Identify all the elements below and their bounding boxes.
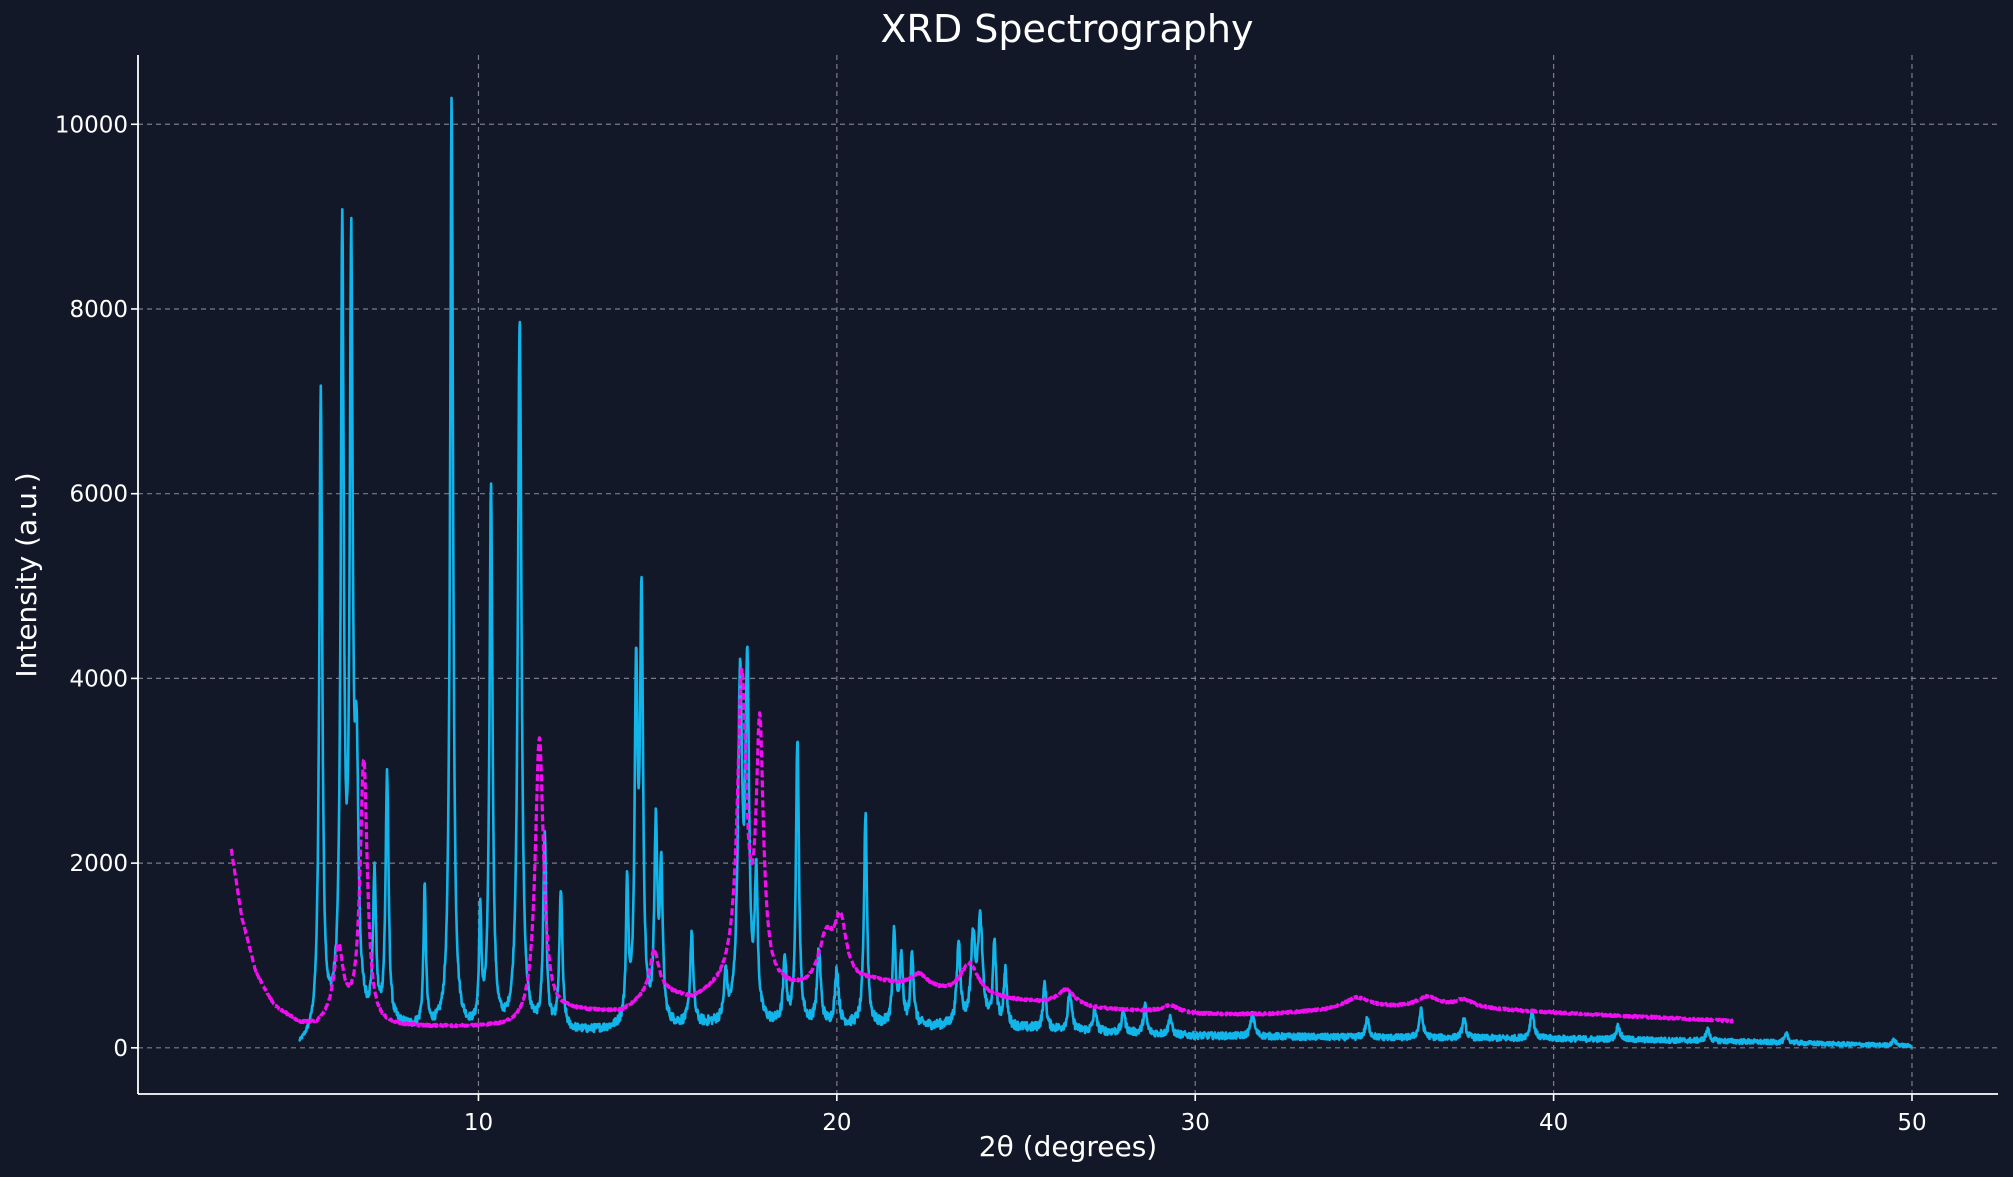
plot-area	[229, 96, 1914, 1049]
chart-title: XRD Spectrography	[881, 7, 1254, 51]
grid	[138, 55, 1998, 1094]
y-tick-label: 10000	[55, 112, 128, 138]
y-axis-label: Intensity (a.u.)	[10, 472, 43, 677]
x-tick-label: 40	[1539, 1110, 1568, 1136]
series-cyan-line	[298, 96, 1914, 1049]
series-magenta-line	[229, 667, 1734, 1029]
x-axis-label: 2θ (degrees)	[979, 1130, 1157, 1163]
y-tick-label: 2000	[69, 851, 128, 877]
x-tick-label: 50	[1897, 1110, 1926, 1136]
axes	[137, 55, 1998, 1095]
y-tick-label: 4000	[69, 666, 128, 692]
x-tick-label: 10	[464, 1110, 493, 1136]
x-tick-label: 20	[822, 1110, 851, 1136]
y-tick-label: 6000	[69, 482, 128, 508]
ticks: 10 20 30 40 50 0 2000 4000 6000 8000 10000	[55, 112, 1927, 1136]
y-tick-label: 8000	[69, 297, 128, 323]
x-tick-label: 30	[1181, 1110, 1210, 1136]
y-tick-label: 0	[113, 1036, 128, 1062]
